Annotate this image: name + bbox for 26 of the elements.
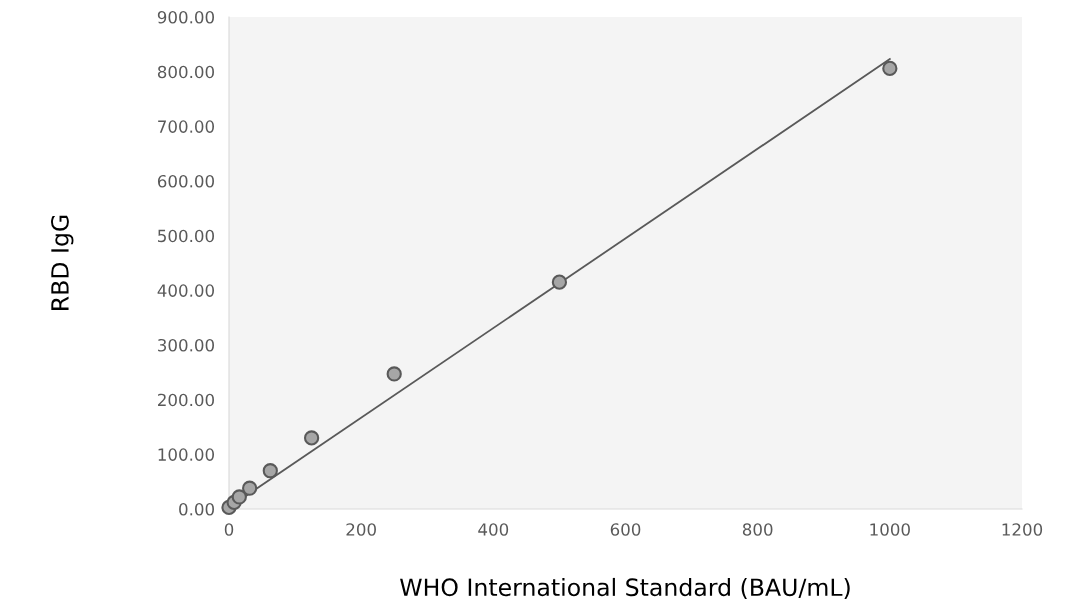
y-tick-label: 0.00 (179, 502, 214, 516)
y-tick-label: 800.00 (157, 65, 214, 79)
point (242, 480, 258, 496)
x-tick-label: 1000 (870, 523, 910, 536)
y-tick-label: 100.00 (158, 448, 214, 461)
y-tick-label: 900.00 (157, 10, 214, 24)
y-tick-label: 300.00 (158, 338, 214, 352)
y-tick-label: 700.00 (158, 120, 214, 133)
point (882, 60, 898, 77)
x-axis-title: WHO International Standard (BAU/mL) (400, 577, 850, 599)
point (386, 366, 402, 382)
y-tick-label: 200.00 (158, 393, 214, 407)
point (303, 430, 320, 446)
x-tick-label: 400 (478, 523, 509, 536)
point (262, 463, 278, 479)
point (551, 274, 568, 290)
x-tick-label: 200 (346, 523, 376, 536)
x-tick-label: 0 (224, 523, 234, 536)
y-tick-label: 500.00 (158, 229, 214, 243)
y-tick-label: 400.00 (157, 284, 214, 297)
x-tick-label: 600 (610, 523, 641, 536)
point (231, 489, 247, 505)
x-tick-label: 1200 (1002, 523, 1043, 536)
x-tick-label: 800 (742, 523, 773, 536)
y-tick-label: 600.00 (157, 174, 214, 188)
y-axis-title: RBD IgG (51, 215, 74, 310)
